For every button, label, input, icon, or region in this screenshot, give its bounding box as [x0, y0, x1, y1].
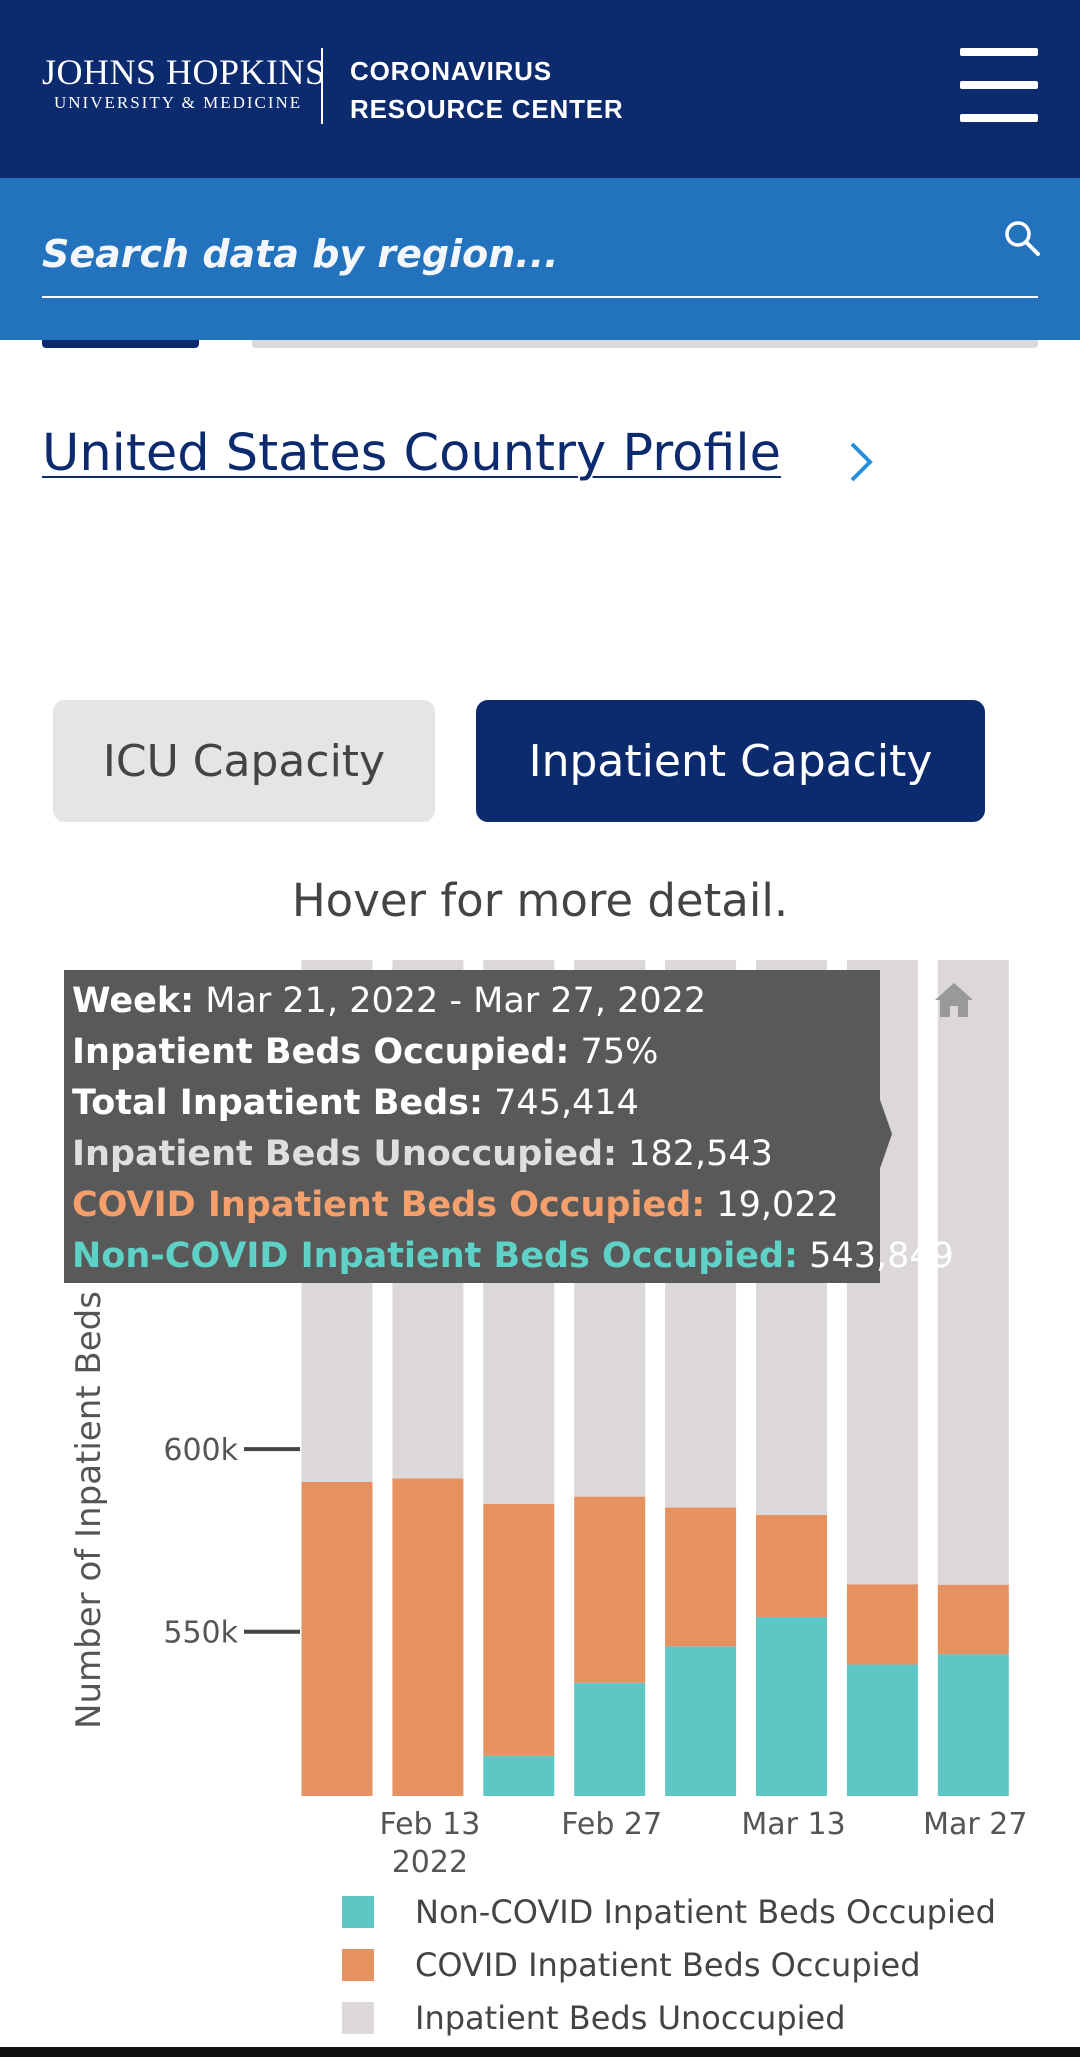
bar-segment-covid[interactable] — [301, 1481, 373, 1796]
x-tick-label: Mar 27 — [923, 1807, 1027, 1842]
x-tick-label: Feb 13 — [379, 1807, 480, 1842]
icu-capacity-button[interactable]: ICU Capacity — [53, 700, 435, 822]
legend-label: Inpatient Beds Unoccupied — [415, 1999, 846, 2037]
y-tick-label: 600k — [163, 1433, 238, 1468]
tooltip-unoccupied: Inpatient Beds Unoccupied: 182,543 — [72, 1134, 773, 1174]
bar-segment-noncovid[interactable] — [574, 1682, 646, 1796]
legend-label: Non-COVID Inpatient Beds Occupied — [415, 1893, 996, 1931]
menu-bar — [960, 48, 1038, 56]
tooltip-covid: COVID Inpatient Beds Occupied: 19,022 — [72, 1185, 839, 1225]
legend-swatch — [342, 2002, 374, 2034]
tooltip-noncovid: Non-COVID Inpatient Beds Occupied: 543,8… — [72, 1236, 954, 1276]
chevron-right-icon[interactable] — [846, 440, 876, 484]
logo-center-line2: RESOURCE CENTER — [350, 94, 624, 124]
home-icon[interactable] — [932, 980, 976, 1020]
legend-label: COVID Inpatient Beds Occupied — [415, 1946, 921, 1984]
logo-line2: UNIVERSITY & MEDICINE — [54, 93, 303, 112]
tooltip-pointer — [878, 1094, 892, 1174]
bar-segment-covid[interactable] — [756, 1514, 827, 1618]
top-header: JOHNS HOPKINS UNIVERSITY & MEDICINE CORO… — [0, 0, 1080, 178]
x-tick-label: Feb 27 — [561, 1807, 662, 1842]
bar-segment-noncovid[interactable] — [756, 1617, 827, 1796]
logo-line1: JOHNS HOPKINS — [42, 52, 326, 92]
hamburger-menu-icon[interactable] — [960, 44, 1040, 126]
logo-divider — [321, 48, 323, 124]
x-tick-year-label: 2022 — [392, 1845, 468, 1880]
peek-tab-active — [42, 340, 199, 348]
x-tick-label: Mar 13 — [741, 1807, 845, 1842]
tooltip-occupied-pct: Inpatient Beds Occupied: 75% — [72, 1032, 659, 1072]
search-icon[interactable] — [1002, 218, 1042, 258]
resource-center-logo[interactable]: CORONAVIRUS RESOURCE CENTER — [350, 52, 623, 128]
bar-segment-covid[interactable] — [937, 1584, 1009, 1655]
bar-segment-noncovid[interactable] — [846, 1664, 918, 1796]
menu-bar — [960, 114, 1038, 122]
bar-segment-noncovid[interactable] — [937, 1654, 1009, 1796]
bar-segment-covid[interactable] — [846, 1584, 918, 1665]
hover-instruction: Hover for more detail. — [291, 874, 789, 927]
y-axis-title: Number of Inpatient Beds — [69, 1291, 109, 1729]
bar-segment-unoccupied[interactable] — [937, 960, 1009, 1585]
country-profile-link[interactable]: United States Country Profile — [42, 424, 781, 483]
peek-tab-inactive — [252, 340, 1038, 348]
menu-bar — [960, 81, 1038, 89]
bar-segment-noncovid[interactable] — [665, 1646, 737, 1796]
system-nav-bar — [0, 2047, 1080, 2057]
legend-swatch — [342, 1896, 374, 1928]
chart-tooltip: Week: Mar 21, 2022 - Mar 27, 2022 Inpati… — [64, 970, 954, 1283]
legend-swatch — [342, 1949, 374, 1981]
bar-segment-covid[interactable] — [574, 1496, 646, 1683]
bar-segment-covid[interactable] — [665, 1507, 737, 1647]
bar-segment-noncovid[interactable] — [483, 1755, 555, 1796]
search-underline — [42, 296, 1038, 298]
bar-segment-covid[interactable] — [392, 1478, 464, 1796]
bar-segment-covid[interactable] — [483, 1503, 555, 1756]
search-bar — [0, 178, 1080, 340]
tooltip-total: Total Inpatient Beds: 745,414 — [72, 1083, 639, 1123]
search-input[interactable] — [42, 230, 1032, 278]
inpatient-capacity-button[interactable]: Inpatient Capacity — [476, 700, 985, 822]
tooltip-week: Week: Mar 21, 2022 - Mar 27, 2022 — [72, 981, 707, 1021]
johns-hopkins-logo[interactable]: JOHNS HOPKINS UNIVERSITY & MEDICINE — [42, 52, 326, 114]
y-tick-label: 550k — [163, 1616, 238, 1651]
logo-center-line1: CORONAVIRUS — [350, 56, 552, 86]
